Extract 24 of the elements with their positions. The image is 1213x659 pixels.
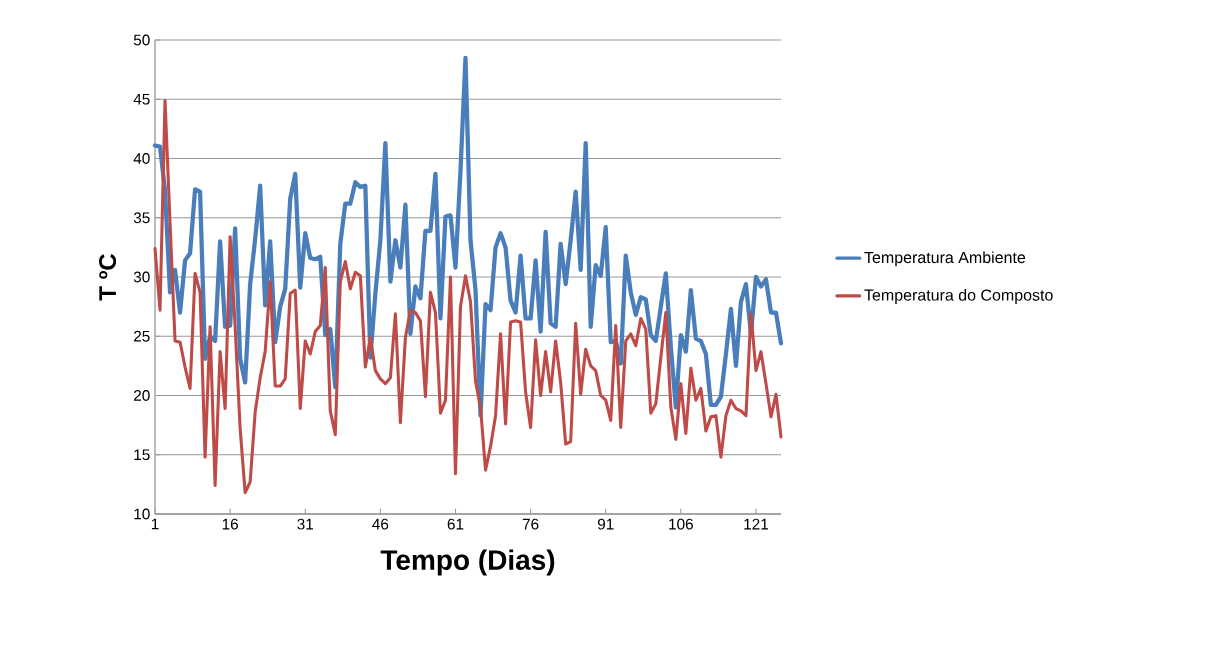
y-tick-label: 15 bbox=[134, 449, 150, 461]
x-tick-label: 61 bbox=[447, 518, 464, 530]
x-tick-label: 1 bbox=[151, 518, 159, 530]
y-tick-label: 35 bbox=[133, 212, 150, 224]
x-tick-label: 46 bbox=[372, 518, 389, 530]
line-series bbox=[152, 55, 784, 418]
y-tick-label: 30 bbox=[133, 271, 150, 283]
y-tick-label: 10 bbox=[134, 508, 150, 520]
legend-label: Temperatura Ambiente bbox=[864, 251, 1026, 267]
y-tick-label: 20 bbox=[134, 390, 150, 401]
x-tick-label: 76 bbox=[522, 518, 539, 530]
y-tick-label: 45 bbox=[133, 93, 150, 105]
x-tick-label: 121 bbox=[744, 518, 768, 530]
y-tick-label: 50 bbox=[133, 34, 150, 46]
x-tick-label: 16 bbox=[222, 518, 238, 530]
y-tick-label: 25 bbox=[134, 330, 150, 342]
y-tick-label: 40 bbox=[133, 153, 150, 164]
y-axis-title: T ºC bbox=[99, 253, 117, 301]
x-tick-label: 106 bbox=[669, 518, 693, 530]
x-axis-title: Tempo (Dias) bbox=[380, 549, 555, 576]
line-series bbox=[153, 98, 783, 495]
x-tick-label: 91 bbox=[597, 518, 614, 530]
x-tick-label: 31 bbox=[297, 518, 314, 530]
legend-label: Temperatura do Composto bbox=[864, 289, 1053, 304]
